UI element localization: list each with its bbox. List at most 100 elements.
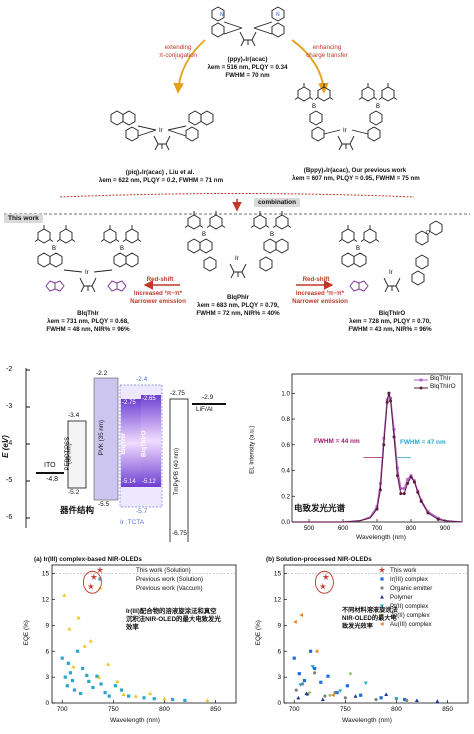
eqe-point-this-work <box>319 582 327 590</box>
eqe-point-organic-emitter <box>323 694 327 698</box>
pedot-box <box>67 420 87 489</box>
el-point <box>402 492 406 496</box>
eqe-b-xlabel: Wavelength (nm) <box>342 717 392 724</box>
blqthir-data-1: λem = 731 nm, PLQY = 0.68, <box>47 318 129 325</box>
emit-bot-r: -5.12 <box>142 479 156 485</box>
eqe-point-previous-work-solution- <box>68 671 72 675</box>
eqe-point-pt-ii-complex <box>394 697 399 701</box>
eqe-b-legend-1: This work <box>390 567 417 574</box>
eqe-point-previous-work-vaccum- <box>67 626 72 631</box>
el-point <box>399 487 403 490</box>
legend-marker-1 <box>419 378 423 382</box>
blqthiro-box <box>141 395 161 487</box>
eqe-point-previous-work-vaccum- <box>71 664 76 669</box>
pedot-bot: -5.2 <box>68 489 80 496</box>
svg-text:B: B <box>356 246 360 252</box>
el-point <box>375 507 379 511</box>
eqe-point-previous-work-solution- <box>81 666 85 671</box>
eqe-b-legend-7: Au(III) complex <box>390 621 432 628</box>
eqe-point-previous-work-solution- <box>183 698 187 703</box>
eqe-a-legend-3: Previous work (Vaccum) <box>136 585 203 592</box>
blqthir-emitter-label: BlqThIr <box>120 432 128 455</box>
el-point <box>406 478 409 481</box>
eqe-xtick-label: 700 <box>57 706 68 713</box>
el-point <box>412 480 416 484</box>
redshift-left: Red-shift <box>146 276 174 283</box>
eqe-point-previous-work-vaccum- <box>115 679 120 684</box>
pedot-thk: (30 nm) <box>66 443 73 465</box>
narrower-right: Narrower emission <box>292 298 348 305</box>
molecule-structures: N N Ir B B Ir <box>4 6 470 293</box>
increased-right: Increased ³π−π* <box>295 290 345 297</box>
blqthiro-molecule: B O Ir <box>339 220 443 293</box>
eqe-point-previous-work-solution- <box>66 661 70 665</box>
eqe-ytick-label: 12 <box>274 597 282 604</box>
eqe-xtick-label: 850 <box>442 706 453 713</box>
this-work-ellipse <box>82 570 102 594</box>
eqe-b-legend-6: Zn(II) complex <box>390 612 430 619</box>
eqe-point-previous-work-vaccum- <box>148 691 153 696</box>
svg-text:Ir: Ir <box>343 128 347 134</box>
el-point <box>416 490 420 494</box>
eqe-a-legend-1: This work (Solution) <box>136 567 191 574</box>
eqe-ytick-label: 0 <box>45 700 49 707</box>
molecule-diagram: N N Ir B B Ir <box>0 0 474 345</box>
el-spectrum-chart: 500 600 700 800 900 0.0 0.2 0.4 0.6 0.8 1.0 EL Int… <box>248 366 472 548</box>
el-point <box>399 492 403 496</box>
eqe-point-previous-work-solution- <box>87 679 91 684</box>
eqe-point-ir-iii-complex <box>379 696 383 700</box>
eqe-legend-marker <box>380 586 384 590</box>
svg-text:B: B <box>376 104 380 110</box>
eqe-xtick-label: 750 <box>108 706 119 713</box>
svg-text:Ir: Ir <box>235 256 239 262</box>
el-fwhm-1: FWHM = 44 nm <box>314 438 360 445</box>
el-xlabel: Wavelength (nm) <box>356 534 406 541</box>
el-point <box>426 511 430 515</box>
eqe-ytick-label: 3 <box>277 674 281 681</box>
el-ytick-label: 0.8 <box>281 416 290 423</box>
tmpypb-bot: -6.75 <box>172 530 187 537</box>
eqe-point-ir-iii-complex <box>345 684 349 688</box>
eqe-point-ir-iii-complex <box>319 680 323 684</box>
eqe-point-previous-work-solution- <box>171 697 175 702</box>
eqe-legend-marker <box>380 622 384 626</box>
emit-top-l: -2.75 <box>122 400 136 406</box>
eqe-point-previous-work-vaccum- <box>76 615 81 620</box>
eqe-point-previous-work-solution- <box>65 684 69 688</box>
piq-molecule: Ir <box>110 110 214 151</box>
el-point <box>392 427 396 431</box>
tcta-bot: -5.7 <box>136 508 148 515</box>
eqe-point-previous-work-solution- <box>127 694 131 698</box>
eqe-legend-marker <box>380 604 384 608</box>
svg-text:B: B <box>270 232 274 238</box>
el-ytick-label: 1.0 <box>281 390 290 397</box>
eqe-point-zn-ii-complex <box>328 693 332 698</box>
eqe-point-previous-work-solution- <box>103 691 107 695</box>
eqe-point-ir-iii-complex <box>308 649 313 653</box>
el-ytick-label: 0.2 <box>281 493 290 500</box>
eqe-b-legend-3: Organic emitter <box>390 585 433 592</box>
legend-marker-2 <box>419 386 423 390</box>
svg-text:B: B <box>312 104 316 110</box>
el-point <box>389 399 393 403</box>
eqe-point-previous-work-solution- <box>85 673 89 677</box>
eqe-point-ir-iii-complex <box>335 691 339 695</box>
mol1-data: λem = 516 nm, PLQY = 0.34 <box>207 64 288 71</box>
el-point <box>382 443 386 447</box>
eqe-ytick-label: 15 <box>42 571 50 578</box>
eqe-a-legend-2: Previous work (Solution) <box>136 576 204 583</box>
eqe-point-previous-work-vaccum- <box>106 662 111 666</box>
el-ytick-label: 0.0 <box>281 519 290 526</box>
eqe-ytick-label: 6 <box>45 648 49 655</box>
eqe-ytick-label: 0 <box>277 700 281 707</box>
blqphir-data-1: λem = 683 nm, PLQY = 0.79, <box>197 302 279 309</box>
eqe-point-organic-emitter <box>294 688 298 692</box>
eqe-xtick-label: 700 <box>289 706 300 713</box>
eqe-point-ir-iii-complex <box>297 672 301 676</box>
eqe-point-previous-work-solution- <box>79 691 83 696</box>
emit-bot-l: -5.14 <box>122 479 136 485</box>
eqe-ytick-label: 15 <box>274 571 282 578</box>
pedot-top: -3.4 <box>68 412 80 419</box>
eqe-ytick-label: 12 <box>42 597 50 604</box>
el-fwhm-2: FWHM = 47 nm <box>400 439 446 446</box>
